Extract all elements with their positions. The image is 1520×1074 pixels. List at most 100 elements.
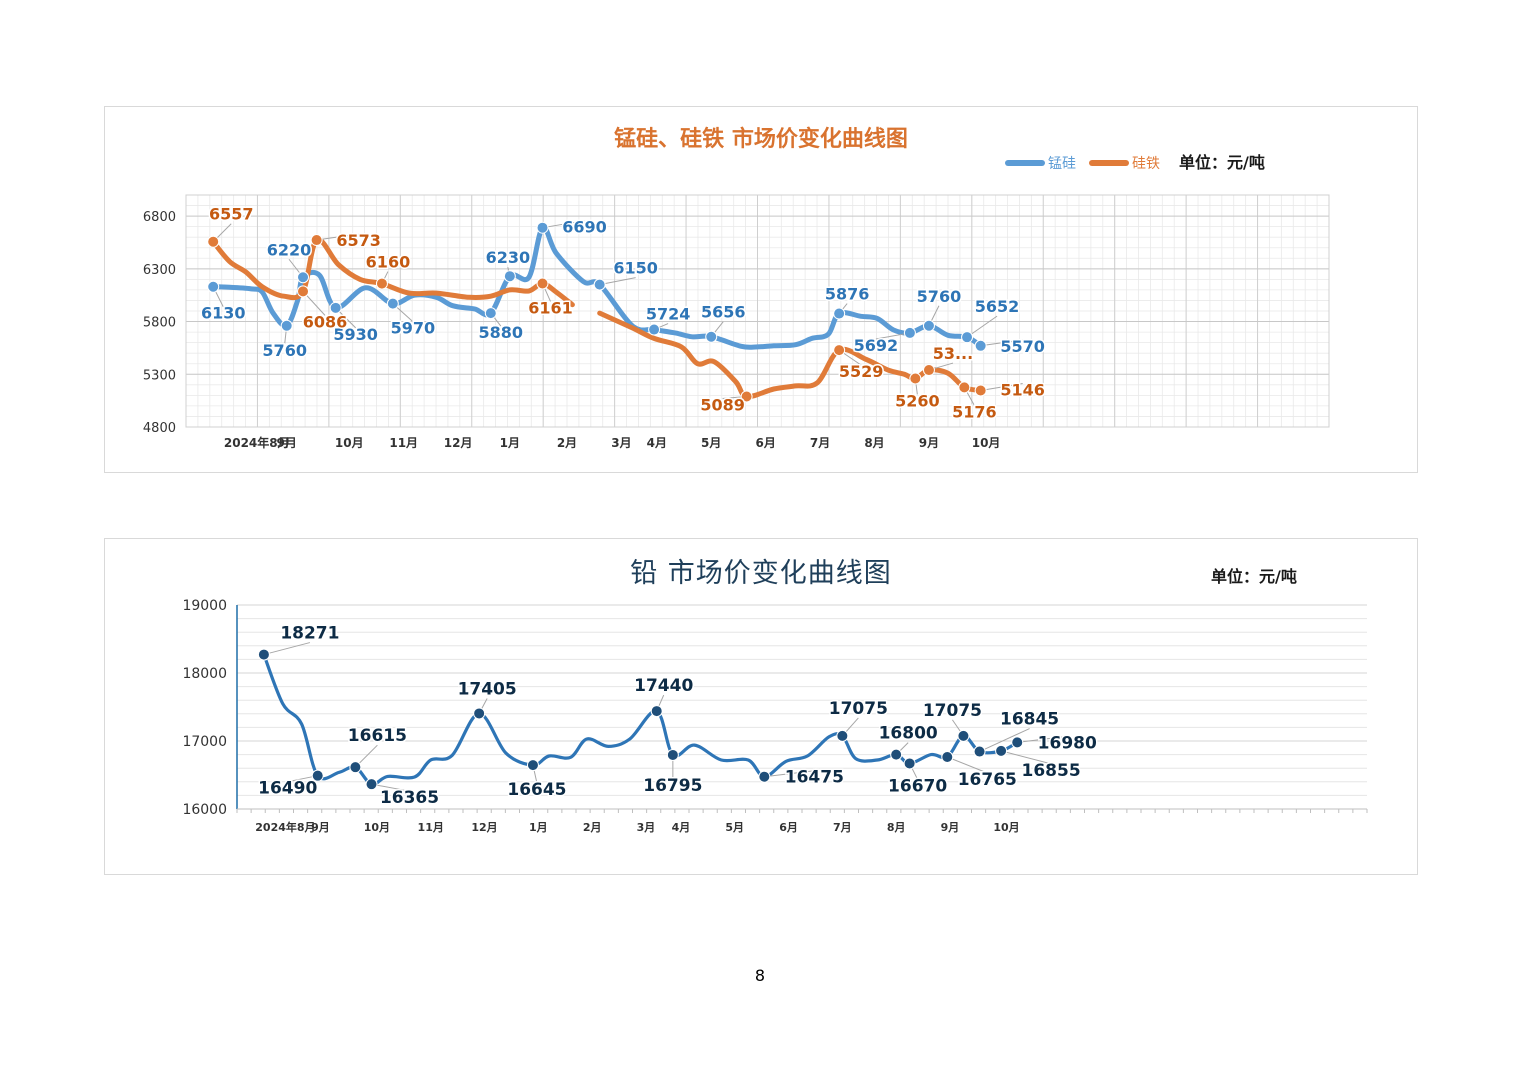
- manganese-silicon-ferrosilicon-chart-panel: 锰硅、硅铁 市场价变化曲线图 锰硅 硅铁 单位：元/吨 6800 6300 5800…: [104, 106, 1418, 473]
- data-point-marker: [995, 744, 1008, 757]
- lead-chart-panel: 铅 市场价变化曲线图 单位：元/吨 19000 18000 17000 16000 20…: [104, 538, 1418, 875]
- data-label: 6086: [303, 312, 348, 331]
- data-label: 17405: [458, 679, 517, 699]
- data-point-marker: [961, 331, 974, 344]
- data-label: 18271: [280, 624, 339, 644]
- x-tick-label: 7月: [810, 436, 830, 450]
- data-point-marker: [593, 278, 606, 291]
- data-label: 16475: [785, 768, 844, 788]
- legend-label: 锰硅: [1048, 156, 1076, 172]
- data-label: 53...: [933, 344, 974, 363]
- y-tick-label: 18000: [182, 666, 227, 682]
- data-label: 16765: [958, 770, 1017, 790]
- data-point-marker: [941, 750, 954, 763]
- x-tick-label: 5月: [701, 436, 721, 450]
- legend-item-fe-si: 硅铁: [1089, 153, 1160, 173]
- y-tick-label: 17000: [182, 734, 227, 750]
- x-tick-label: 10月: [364, 821, 390, 834]
- data-label: 5570: [1000, 337, 1045, 356]
- data-point-marker: [349, 761, 362, 774]
- data-label: 16670: [888, 776, 947, 796]
- x-tick-label: 9月: [941, 821, 960, 834]
- data-point-marker: [375, 277, 388, 290]
- data-point-marker: [922, 319, 935, 332]
- y-tick-label: 16000: [182, 802, 227, 818]
- x-tick-label: 3月: [637, 821, 656, 834]
- data-point-marker: [257, 648, 270, 661]
- x-tick-label: 10月: [972, 436, 1001, 450]
- data-point-marker: [503, 270, 516, 283]
- data-label: 16800: [879, 724, 938, 744]
- y-tick-label: 6800: [143, 210, 176, 225]
- data-label: 16845: [1000, 710, 1059, 730]
- data-label-leader: [1000, 750, 1052, 765]
- data-label: 5876: [825, 285, 870, 304]
- chart-title: 锰硅、硅铁 市场价变化曲线图: [614, 127, 908, 152]
- data-label: 6230: [486, 248, 531, 267]
- data-label: 16365: [380, 788, 439, 808]
- data-label: 16490: [258, 779, 317, 799]
- data-label-leader: [542, 220, 585, 229]
- x-tick-label: 12月: [444, 436, 473, 450]
- x-tick-label: 1月: [500, 436, 520, 450]
- x-tick-label: 9月: [277, 436, 297, 450]
- data-label-leader: [371, 783, 410, 792]
- data-point-marker: [536, 277, 549, 290]
- chart-title: 铅 市场价变化曲线图: [630, 558, 892, 589]
- x-tick-label: 9月: [919, 436, 939, 450]
- data-label: 5760: [262, 341, 307, 360]
- data-label: 5176: [952, 402, 997, 421]
- data-label: 5692: [854, 336, 899, 355]
- data-label-leader: [316, 233, 359, 241]
- x-tick-label: 2月: [583, 821, 602, 834]
- x-tick-label: 2024年8月: [255, 820, 315, 834]
- data-point-marker: [329, 301, 342, 314]
- x-tick-label: 2024年8月: [224, 435, 290, 450]
- data-label: 5930: [333, 325, 378, 344]
- x-tick-label: 1月: [529, 821, 548, 834]
- data-label: 6150: [613, 259, 658, 278]
- data-point-marker: [922, 364, 935, 377]
- data-point-marker: [758, 770, 771, 783]
- x-tick-label: 11月: [389, 436, 418, 450]
- data-point-marker: [473, 707, 486, 720]
- data-point-marker: [909, 372, 922, 385]
- x-tick-label: 12月: [471, 821, 497, 834]
- x-tick-label: 4月: [647, 436, 667, 450]
- x-tick-label: 7月: [833, 821, 852, 834]
- data-point-marker: [957, 729, 970, 742]
- data-label: 6160: [366, 253, 411, 272]
- data-label: 5529: [839, 362, 884, 381]
- y-tick-label: 6300: [143, 263, 176, 278]
- data-point-marker: [650, 705, 663, 718]
- data-label-leader: [1017, 735, 1068, 743]
- x-tick-label: 10月: [993, 821, 1019, 834]
- data-label: 16855: [1022, 761, 1081, 781]
- data-label: 6161: [528, 298, 573, 317]
- data-point-marker: [648, 323, 661, 336]
- data-label: 5089: [700, 396, 745, 415]
- data-point-marker: [890, 748, 903, 761]
- data-label: 5656: [701, 303, 746, 322]
- data-label: 6130: [201, 304, 246, 323]
- data-point-marker: [836, 729, 849, 742]
- unit-label: 单位：元/吨: [1179, 153, 1265, 172]
- data-point-marker: [207, 280, 220, 293]
- data-label: 16645: [507, 780, 566, 800]
- data-point-marker: [207, 235, 220, 248]
- data-point-marker: [740, 390, 753, 403]
- data-label: 5970: [391, 319, 436, 338]
- x-tick-label: 4月: [672, 821, 691, 834]
- data-label: 17075: [829, 699, 888, 719]
- data-point-marker: [666, 748, 679, 761]
- data-point-marker: [903, 326, 916, 339]
- data-point-marker: [297, 285, 310, 298]
- data-label-leader: [947, 756, 988, 774]
- x-tick-label: 8月: [887, 821, 906, 834]
- data-point-marker: [365, 778, 378, 791]
- data-point-marker: [386, 297, 399, 310]
- data-label-leader: [263, 642, 311, 656]
- data-label: 5760: [917, 287, 962, 306]
- y-tick-label: 4800: [143, 421, 176, 436]
- data-point-marker: [310, 234, 323, 247]
